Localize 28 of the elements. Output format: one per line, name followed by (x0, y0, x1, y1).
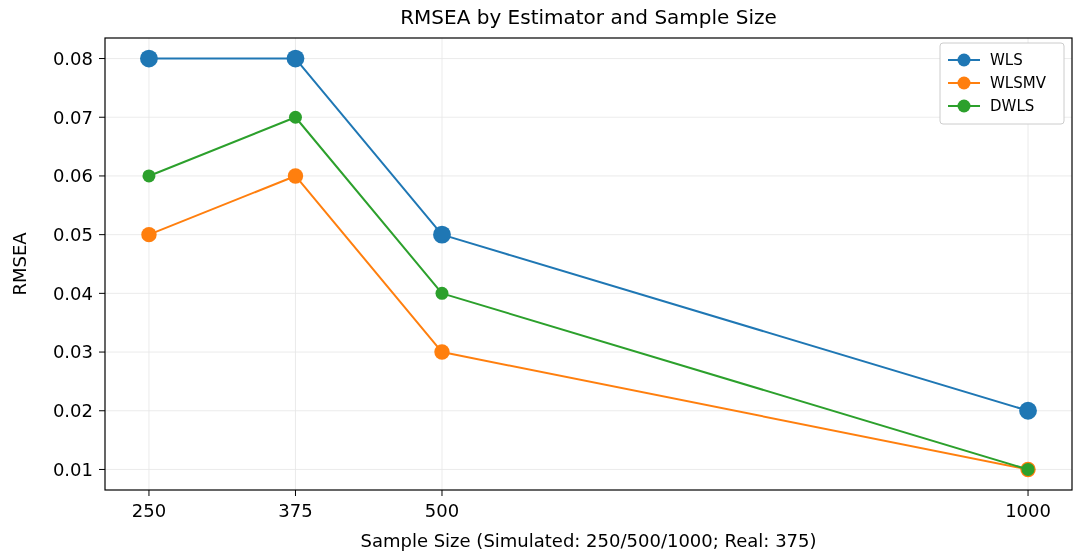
point (287, 168, 304, 184)
legend-label: DWLS (990, 97, 1035, 116)
legend-label: WLS (990, 51, 1023, 70)
x-axis-title: Sample Size (Simulated: 250/500/1000; Real: 375) (360, 530, 817, 551)
x-tick-label: 500 (424, 500, 460, 521)
x-tick-label: 1000 (1005, 500, 1051, 521)
y-tick-label: 0.02 (52, 400, 93, 422)
point (288, 110, 302, 124)
y-tick-label: 0.06 (52, 165, 93, 187)
point (141, 226, 157, 243)
point (142, 169, 156, 183)
legend-label: WLSMV (990, 74, 1047, 93)
point (433, 225, 451, 244)
point (434, 344, 450, 360)
y-tick-label: 0.01 (52, 458, 93, 480)
point (140, 49, 158, 68)
point (286, 49, 305, 68)
y-tick-label: 0.05 (52, 223, 93, 245)
x-tick-label: 375 (278, 500, 313, 521)
y-tick-label: 0.07 (52, 106, 93, 128)
point (435, 286, 449, 300)
point (1019, 401, 1037, 420)
x-tick-label: 250 (131, 500, 167, 521)
y-axis-title: RMSEA (9, 231, 30, 296)
y-tick-label: 0.04 (52, 282, 93, 304)
chart-title: RMSEA by Estimator and Sample Size (400, 5, 777, 29)
y-tick-label: 0.08 (52, 47, 93, 69)
y-tick-label: 0.03 (52, 341, 93, 363)
